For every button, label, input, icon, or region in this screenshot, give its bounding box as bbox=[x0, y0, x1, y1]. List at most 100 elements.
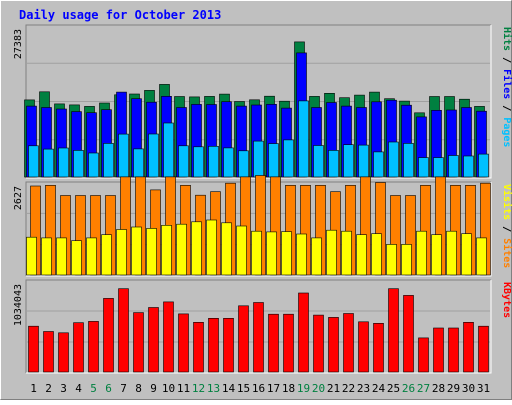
bar-kbytes-day-7 bbox=[118, 288, 129, 373]
side-label-kbytes: KBytes bbox=[501, 282, 512, 318]
bar-sites-day-18 bbox=[281, 231, 292, 276]
bar-sites-day-17 bbox=[266, 231, 277, 276]
bar-kbytes-day-31 bbox=[478, 325, 489, 373]
x-tick-label-18: 18 bbox=[282, 382, 295, 395]
bar-kbytes-day-5 bbox=[88, 321, 99, 373]
x-tick-label-6: 6 bbox=[105, 382, 112, 395]
x-tick-label-28: 28 bbox=[432, 382, 445, 395]
bar-pages-day-13 bbox=[208, 146, 219, 178]
bar-kbytes-day-11 bbox=[178, 313, 189, 373]
bar-kbytes-day-16 bbox=[253, 302, 264, 373]
bar-sites-day-19 bbox=[296, 233, 307, 276]
bar-kbytes-day-9 bbox=[148, 307, 159, 373]
panel-hits-files-pages-border-light bbox=[26, 25, 492, 179]
bar-sites-day-8 bbox=[131, 226, 142, 276]
bar-pages-day-30 bbox=[463, 155, 474, 178]
x-tick-label-3: 3 bbox=[60, 382, 67, 395]
bar-sites-day-9 bbox=[146, 228, 157, 276]
bar-pages-day-21 bbox=[328, 150, 339, 178]
bar-pages-day-16 bbox=[253, 140, 264, 178]
side-label-sites: Sites bbox=[501, 238, 512, 268]
bar-kbytes-day-19 bbox=[298, 292, 309, 373]
bar-pages-day-20 bbox=[313, 145, 324, 178]
bar-kbytes-day-17 bbox=[268, 313, 279, 373]
bar-pages-day-27 bbox=[418, 157, 429, 178]
x-tick-label-7: 7 bbox=[120, 382, 127, 395]
side-label-hits-files-pages: Hits / Files / Pages bbox=[501, 27, 512, 147]
bar-sites-day-6 bbox=[101, 234, 112, 276]
bar-pages-day-5 bbox=[88, 152, 99, 178]
bar-kbytes-day-25 bbox=[388, 288, 399, 373]
bar-sites-day-7 bbox=[116, 229, 127, 276]
x-tick-label-19: 19 bbox=[297, 382, 310, 395]
bar-pages-day-1 bbox=[28, 145, 39, 178]
bar-kbytes-day-15 bbox=[238, 305, 249, 373]
x-tick-label-15: 15 bbox=[237, 382, 250, 395]
bar-sites-day-16 bbox=[251, 230, 262, 276]
chart-title: Daily usage for October 2013 bbox=[19, 8, 221, 22]
bar-pages-day-3 bbox=[58, 147, 69, 178]
bar-pages-day-2 bbox=[43, 148, 54, 178]
x-tick-label-10: 10 bbox=[162, 382, 175, 395]
bar-kbytes-day-23 bbox=[358, 321, 369, 373]
panel-kbytes-border-dark bbox=[25, 279, 491, 373]
x-tick-label-16: 16 bbox=[252, 382, 265, 395]
bar-pages-day-22 bbox=[343, 144, 354, 178]
side-label-visits-sites: Visits / Sites bbox=[501, 184, 512, 268]
bar-pages-day-31 bbox=[478, 153, 489, 178]
bar-kbytes-day-3 bbox=[58, 332, 69, 373]
bar-sites-day-14 bbox=[221, 222, 232, 276]
x-tick-label-12: 12 bbox=[192, 382, 205, 395]
side-label-hits: Hits bbox=[501, 27, 512, 51]
bar-kbytes-day-24 bbox=[373, 322, 384, 373]
panel-visits-sites-border-dark bbox=[25, 181, 491, 276]
bar-sites-day-20 bbox=[311, 237, 322, 276]
bar-sites-day-1 bbox=[26, 236, 37, 276]
bar-kbytes-day-6 bbox=[103, 298, 114, 373]
bar-sites-day-13 bbox=[206, 219, 217, 276]
bar-kbytes-day-4 bbox=[73, 322, 84, 373]
bar-kbytes-day-20 bbox=[313, 314, 324, 373]
x-tick-label-25: 25 bbox=[387, 382, 400, 395]
bar-pages-day-10 bbox=[163, 122, 174, 178]
bar-sites-day-29 bbox=[446, 230, 457, 276]
bar-pages-day-14 bbox=[223, 147, 234, 178]
bar-kbytes-day-26 bbox=[403, 295, 414, 373]
panel-kbytes-border-light bbox=[26, 280, 492, 374]
bar-sites-day-30 bbox=[461, 233, 472, 276]
side-label-separator: / bbox=[501, 220, 512, 238]
x-tick-label-2: 2 bbox=[45, 382, 52, 395]
panel-visits-sites-border-light bbox=[26, 182, 492, 277]
bar-kbytes-day-1 bbox=[28, 325, 39, 373]
bar-pages-day-24 bbox=[373, 151, 384, 178]
x-tick-label-27: 27 bbox=[417, 382, 430, 395]
bar-pages-day-15 bbox=[238, 150, 249, 178]
bar-sites-day-15 bbox=[236, 225, 247, 276]
x-tick-label-21: 21 bbox=[327, 382, 340, 395]
bar-sites-day-12 bbox=[191, 221, 202, 276]
x-tick-label-20: 20 bbox=[312, 382, 325, 395]
bar-pages-day-12 bbox=[193, 146, 204, 178]
side-label-kbytes: KBytes bbox=[501, 282, 512, 318]
x-tick-label-17: 17 bbox=[267, 382, 280, 395]
x-tick-label-4: 4 bbox=[75, 382, 82, 395]
bar-kbytes-day-13 bbox=[208, 317, 219, 373]
bar-sites-day-2 bbox=[41, 237, 52, 276]
bar-pages-day-9 bbox=[148, 133, 159, 178]
bar-pages-day-23 bbox=[358, 144, 369, 178]
x-tick-label-22: 22 bbox=[342, 382, 355, 395]
x-tick-label-5: 5 bbox=[90, 382, 97, 395]
bar-sites-day-28 bbox=[431, 234, 442, 276]
y-axis-max-hits-files-pages: 27383 bbox=[13, 29, 24, 59]
bar-kbytes-day-27 bbox=[418, 337, 429, 373]
bar-sites-day-10 bbox=[161, 225, 172, 276]
bar-pages-day-7 bbox=[118, 133, 129, 178]
bar-pages-day-4 bbox=[73, 150, 84, 178]
x-tick-label-9: 9 bbox=[150, 382, 157, 395]
x-tick-label-11: 11 bbox=[177, 382, 190, 395]
bar-sites-day-23 bbox=[356, 234, 367, 276]
bar-sites-day-3 bbox=[56, 237, 67, 276]
